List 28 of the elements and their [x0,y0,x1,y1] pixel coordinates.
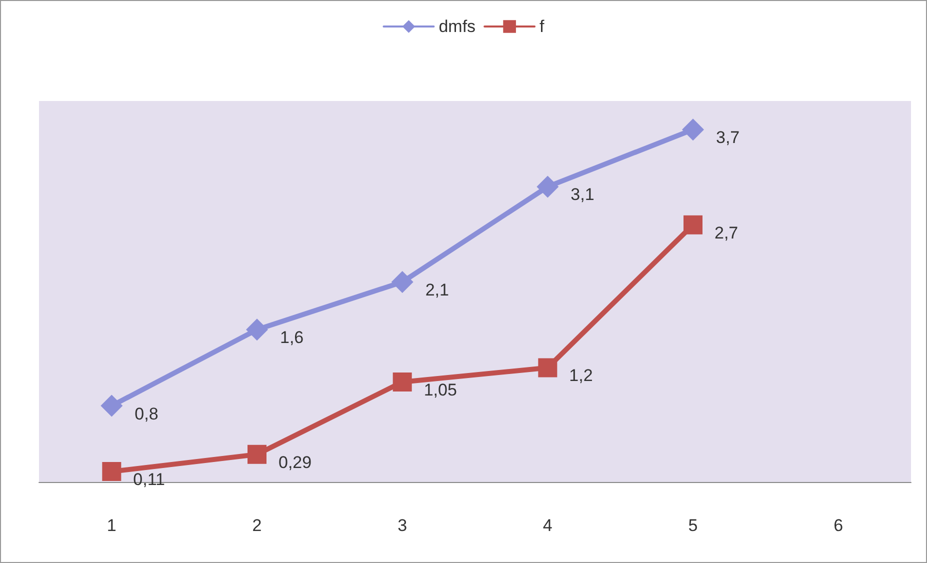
data-label: 2,1 [425,280,449,300]
x-tick-label: 2 [252,516,262,535]
point [682,118,704,141]
x-tick-label: 3 [398,516,408,535]
x-tick-label: 1 [106,516,116,535]
point [100,394,123,417]
x-tick-label: 6 [834,516,844,535]
data-label: 2,7 [714,223,738,242]
point [392,372,412,392]
point [246,318,268,341]
point [102,462,122,482]
data-label: 0,8 [134,404,158,424]
point [538,358,558,378]
data-label: 0,11 [133,470,165,490]
point [684,215,702,234]
data-label: 3,1 [570,185,594,204]
data-label: 1,05 [424,380,457,400]
x-tick-label: 4 [542,516,552,535]
data-label: 1,2 [569,366,593,386]
legend-label: f [540,17,545,36]
point [536,176,559,198]
legend-label: dmfs [438,17,476,36]
data-label: 1,6 [280,328,304,348]
x-tick-label: 5 [688,516,698,535]
point [248,444,266,464]
data-label: 0,29 [278,452,312,472]
point [391,270,414,293]
data-label: 3,7 [716,128,740,148]
